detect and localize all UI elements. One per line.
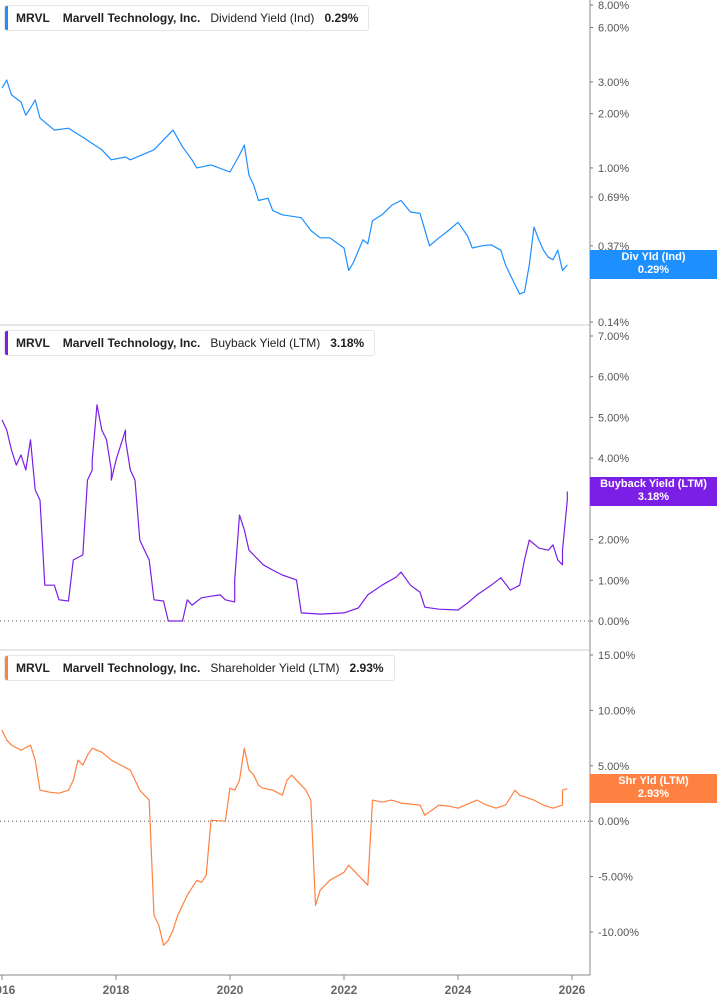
legend-dividend-yield: MRVL Marvell Technology, Inc. Dividend Y… xyxy=(4,5,370,31)
value-label-value: 2.93% xyxy=(637,788,670,801)
y-tick-label: 1.00% xyxy=(598,163,629,175)
y-tick-label: 15.00% xyxy=(598,650,636,662)
y-tick-label: 8.00% xyxy=(598,0,629,12)
legend-ticker: MRVL xyxy=(16,11,50,25)
series-line-0 xyxy=(1,79,568,295)
x-tick-label: 2026 xyxy=(559,983,586,997)
series-color-marker xyxy=(5,656,8,680)
series-line-2 xyxy=(1,729,568,946)
x-tick-label: 2018 xyxy=(103,983,130,997)
series-color-marker xyxy=(5,331,8,355)
value-label-value: 0.29% xyxy=(637,264,670,277)
y-tick-label: 0.14% xyxy=(598,317,629,329)
value-label-dividend-yield: Div Yld (Ind) 0.29% xyxy=(590,249,717,279)
value-label-buyback-yield: Buyback Yield (LTM) 3.18% xyxy=(590,476,717,506)
legend-metric: Buyback Yield (LTM) xyxy=(210,336,321,350)
x-tick-label: 2024 xyxy=(445,983,472,997)
value-label-value: 3.18% xyxy=(637,491,670,504)
panel-2: 15.00% 10.00% 5.00% 0.00% -5.00% -10.00% xyxy=(0,649,639,946)
legend-value: 2.93% xyxy=(349,661,384,675)
legend-value: 3.18% xyxy=(330,336,365,350)
y-tick-label: -10.00% xyxy=(598,927,639,939)
value-label-shareholder-yield: Shr Yld (LTM) 2.93% xyxy=(590,773,717,803)
y-tick-label: 0.37% xyxy=(598,241,629,253)
legend-buyback-yield: MRVL Marvell Technology, Inc. Buyback Yi… xyxy=(4,330,376,356)
y-tick-label: 4.00% xyxy=(598,453,629,465)
y-tick-label: 3.00% xyxy=(598,77,629,89)
legend-metric: Shareholder Yield (LTM) xyxy=(210,661,340,675)
series-color-marker xyxy=(5,6,8,30)
y-tick-label: -5.00% xyxy=(598,872,633,884)
value-label-name: Div Yld (Ind) xyxy=(621,251,686,264)
legend-ticker: MRVL xyxy=(16,661,50,675)
y-tick-label: 2.00% xyxy=(598,535,629,547)
panel-0: 8.00%6.00%3.00%2.00%1.00%0.69%0.37%0.26%… xyxy=(1,0,629,329)
y-tick-label: 7.00% xyxy=(598,331,629,343)
x-tick-label: 2022 xyxy=(331,983,358,997)
legend-company: Marvell Technology, Inc. xyxy=(62,11,201,25)
value-label-name: Shr Yld (LTM) xyxy=(618,775,689,788)
x-tick-label: 2020 xyxy=(217,983,244,997)
legend-ticker: MRVL xyxy=(16,336,50,350)
legend-value: 0.29% xyxy=(324,11,359,25)
series-line-1 xyxy=(1,404,568,622)
x-tick-label: 2016 xyxy=(0,983,16,997)
y-tick-label: 5.00% xyxy=(598,412,629,424)
legend-company: Marvell Technology, Inc. xyxy=(62,336,201,350)
y-tick-label: 0.00% xyxy=(598,816,629,828)
y-tick-label: 10.00% xyxy=(598,705,636,717)
y-tick-label: 6.00% xyxy=(598,372,629,384)
y-tick-label: 0.00% xyxy=(598,616,629,628)
value-label-name: Buyback Yield (LTM) xyxy=(600,478,707,491)
y-tick-label: 6.00% xyxy=(598,23,629,35)
legend-company: Marvell Technology, Inc. xyxy=(62,661,201,675)
y-tick-label: 0.69% xyxy=(598,192,629,204)
y-tick-label: 2.00% xyxy=(598,109,629,121)
panel-1: 7.00%6.00%5.00%4.00%3.00%2.00%1.00%0.00% xyxy=(0,324,629,628)
legend-metric: Dividend Yield (Ind) xyxy=(210,11,315,25)
y-tick-label: 5.00% xyxy=(598,761,629,773)
y-tick-label: 1.00% xyxy=(598,575,629,587)
legend-shareholder-yield: MRVL Marvell Technology, Inc. Shareholde… xyxy=(4,655,395,681)
